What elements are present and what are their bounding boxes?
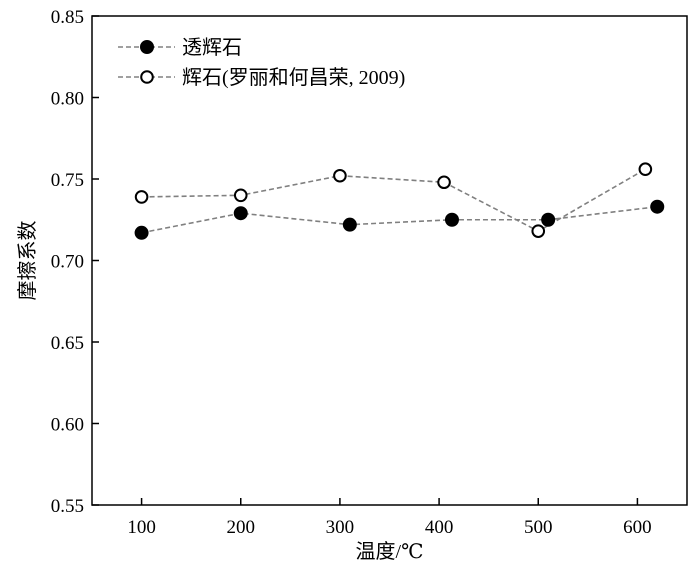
data-point-series-1 <box>342 217 357 232</box>
x-axis-title: 温度/℃ <box>356 540 424 563</box>
x-tick-label: 500 <box>524 517 553 538</box>
y-tick-label: 0.70 <box>51 252 84 273</box>
series-line-1 <box>141 205 658 234</box>
y-tick-label: 0.65 <box>51 333 84 354</box>
y-tick-label: 0.80 <box>51 89 84 110</box>
data-point-series-1 <box>134 225 149 240</box>
x-axis-ticks: 100 200 300 400 500 600 <box>127 498 652 538</box>
data-point-series-1 <box>444 212 459 227</box>
y-tick-label: 0.60 <box>51 415 84 436</box>
plot-frame <box>91 15 688 506</box>
y-axis-ticks: 0.55 0.60 0.65 0.70 0.75 0.80 0.85 <box>51 7 99 517</box>
y-tick-label: 0.75 <box>51 170 84 191</box>
x-tick-label: 100 <box>127 517 156 538</box>
series-line-2 <box>141 168 646 233</box>
data-point-series-1 <box>650 199 665 214</box>
data-point-series-1 <box>541 212 556 227</box>
data-point-series-1 <box>233 206 248 221</box>
legend-marker-2 <box>140 70 154 84</box>
data-point-series-2 <box>531 224 546 238</box>
x-tick-label: 200 <box>227 517 256 538</box>
y-tick-label: 0.55 <box>51 496 84 517</box>
x-tick-label: 400 <box>425 517 454 538</box>
y-tick-label: 0.85 <box>51 7 84 28</box>
legend-label-1: 透辉石 <box>182 36 242 59</box>
data-point-series-2 <box>134 190 149 204</box>
data-point-series-2 <box>333 168 347 183</box>
legend-marker-1 <box>140 40 154 54</box>
data-point-series-2 <box>437 175 451 190</box>
data-point-series-2 <box>233 188 248 203</box>
legend-label-2: 辉石(罗丽和何昌荣, 2009) <box>182 66 405 89</box>
x-tick-label: 300 <box>326 517 355 538</box>
data-point-series-2 <box>638 162 653 177</box>
series-layer <box>134 162 665 240</box>
x-tick-label: 600 <box>623 517 652 538</box>
y-axis-title: 摩擦系数 <box>16 221 39 301</box>
